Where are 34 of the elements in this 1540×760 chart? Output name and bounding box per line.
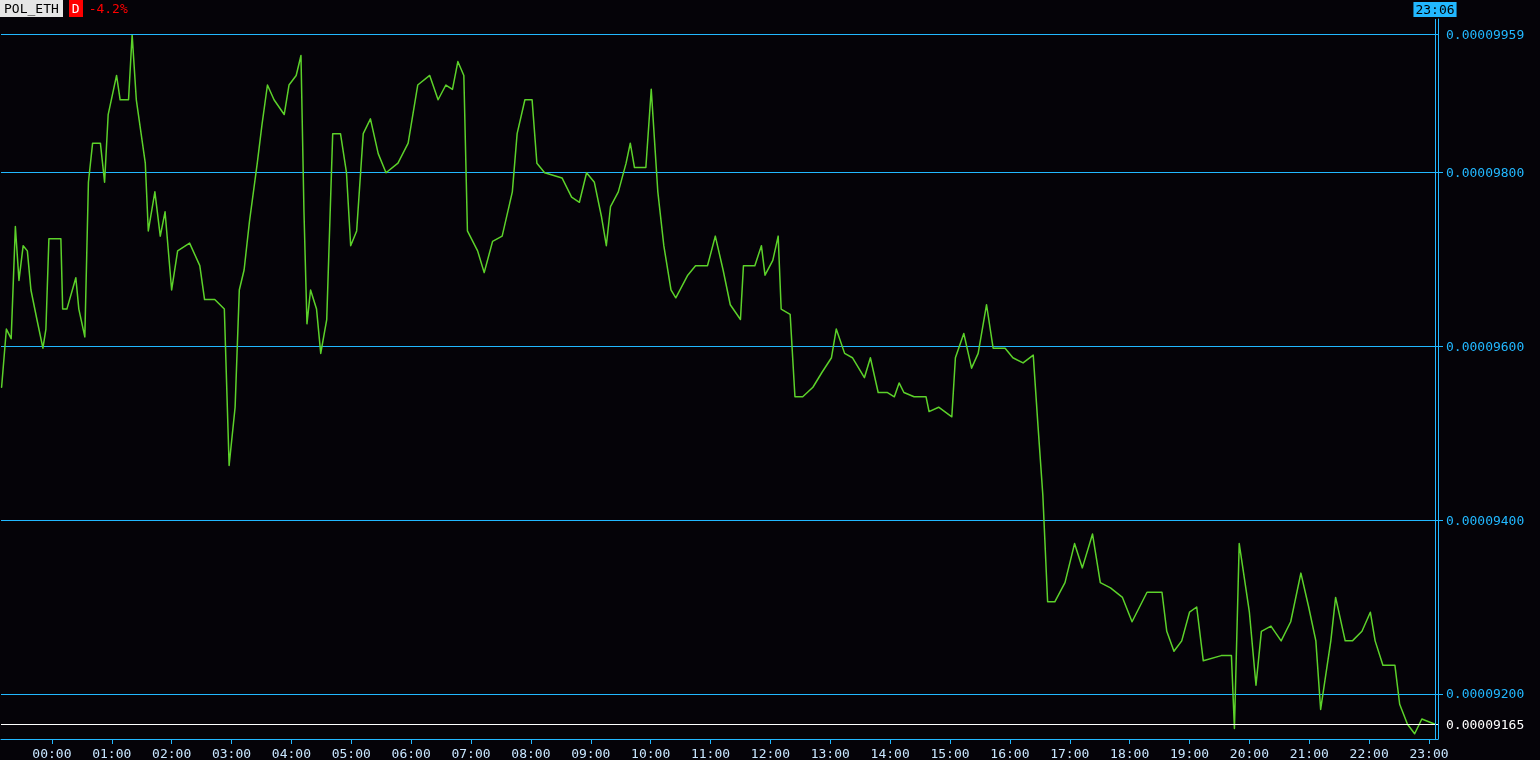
y-tick-label: 0.00009400: [1446, 512, 1525, 528]
x-tick-label: 09:00: [571, 746, 611, 760]
x-tick-label: 17:00: [1050, 746, 1090, 760]
x-tick-label: 16:00: [990, 746, 1030, 760]
ref-line-label: 0.00009165: [1446, 716, 1525, 732]
x-tick-label: 04:00: [271, 746, 311, 760]
x-tick-label: 12:00: [750, 746, 790, 760]
text: -4.2%: [88, 1, 128, 16]
x-tick-label: 18:00: [1110, 746, 1150, 760]
chart-title: POL_ETH: [0, 0, 63, 17]
x-tick-label: 07:00: [451, 746, 491, 760]
x-tick-label: 22:00: [1349, 746, 1389, 760]
x-tick-label: 23:00: [1409, 746, 1449, 760]
x-tick-label: 13:00: [810, 746, 850, 760]
ref-line-label: 23:06: [1415, 2, 1455, 17]
y-tick-label: 0.00009600: [1446, 338, 1525, 354]
ref-line-label: 0.00009959: [1446, 27, 1525, 43]
text: D: [68, 0, 83, 17]
x-tick-label: 15:00: [930, 746, 970, 760]
x-tick-label: 10:00: [631, 746, 671, 760]
x-tick-label: 06:00: [391, 746, 431, 760]
x-tick-label: 08:00: [511, 746, 551, 760]
x-tick-label: 00:00: [32, 746, 72, 760]
x-tick-label: 14:00: [870, 746, 910, 760]
y-tick-label: 0.00009800: [1446, 165, 1525, 181]
x-tick-label: 05:00: [331, 746, 371, 760]
x-tick-label: 02:00: [152, 746, 192, 760]
x-tick-label: 01:00: [92, 746, 132, 760]
x-tick-label: 03:00: [211, 746, 252, 760]
x-tick-label: 20:00: [1229, 746, 1269, 760]
y-tick-label: 0.00009200: [1446, 686, 1525, 702]
x-tick-label: 19:00: [1169, 746, 1210, 760]
x-tick-label: 11:00: [690, 746, 731, 760]
x-tick-label: 21:00: [1289, 746, 1329, 760]
